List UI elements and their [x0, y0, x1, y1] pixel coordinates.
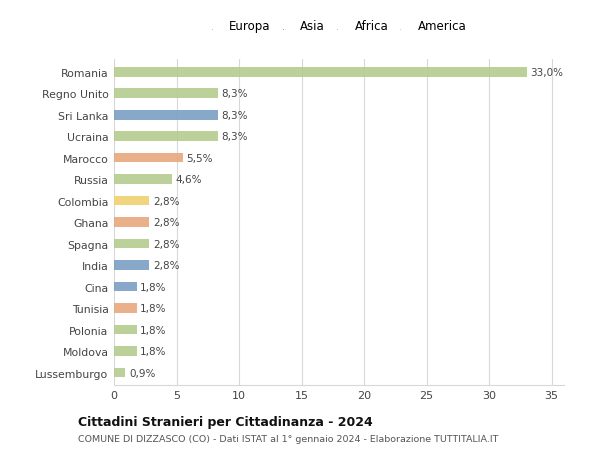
Text: 1,8%: 1,8% [140, 346, 167, 356]
Bar [114, 303, 137, 313]
Bar [114, 239, 149, 249]
Text: Cittadini Stranieri per Cittadinanza - 2024: Cittadini Stranieri per Cittadinanza - 2… [78, 415, 373, 428]
Bar [114, 68, 527, 78]
Text: 2,8%: 2,8% [153, 261, 179, 270]
Bar [114, 175, 172, 185]
Legend: Europa, Asia, Africa, America: Europa, Asia, Africa, America [212, 20, 467, 33]
Text: 2,8%: 2,8% [153, 218, 179, 228]
Bar [114, 132, 218, 142]
Text: 4,6%: 4,6% [175, 175, 202, 185]
Text: 1,8%: 1,8% [140, 303, 167, 313]
Bar [114, 368, 125, 377]
Bar [114, 261, 149, 270]
Bar [114, 282, 137, 292]
Text: 1,8%: 1,8% [140, 325, 167, 335]
Text: 0,9%: 0,9% [129, 368, 155, 378]
Text: 8,3%: 8,3% [221, 111, 248, 120]
Bar [114, 347, 137, 356]
Text: 33,0%: 33,0% [530, 67, 563, 78]
Bar [114, 111, 218, 120]
Text: 2,8%: 2,8% [153, 196, 179, 206]
Bar [114, 218, 149, 228]
Text: 5,5%: 5,5% [187, 153, 213, 163]
Bar [114, 153, 183, 163]
Bar [114, 196, 149, 206]
Bar [114, 325, 137, 335]
Text: 1,8%: 1,8% [140, 282, 167, 292]
Text: 2,8%: 2,8% [153, 239, 179, 249]
Text: 8,3%: 8,3% [221, 132, 248, 142]
Text: COMUNE DI DIZZASCO (CO) - Dati ISTAT al 1° gennaio 2024 - Elaborazione TUTTITALI: COMUNE DI DIZZASCO (CO) - Dati ISTAT al … [78, 434, 499, 443]
Bar [114, 89, 218, 99]
Text: 8,3%: 8,3% [221, 89, 248, 99]
